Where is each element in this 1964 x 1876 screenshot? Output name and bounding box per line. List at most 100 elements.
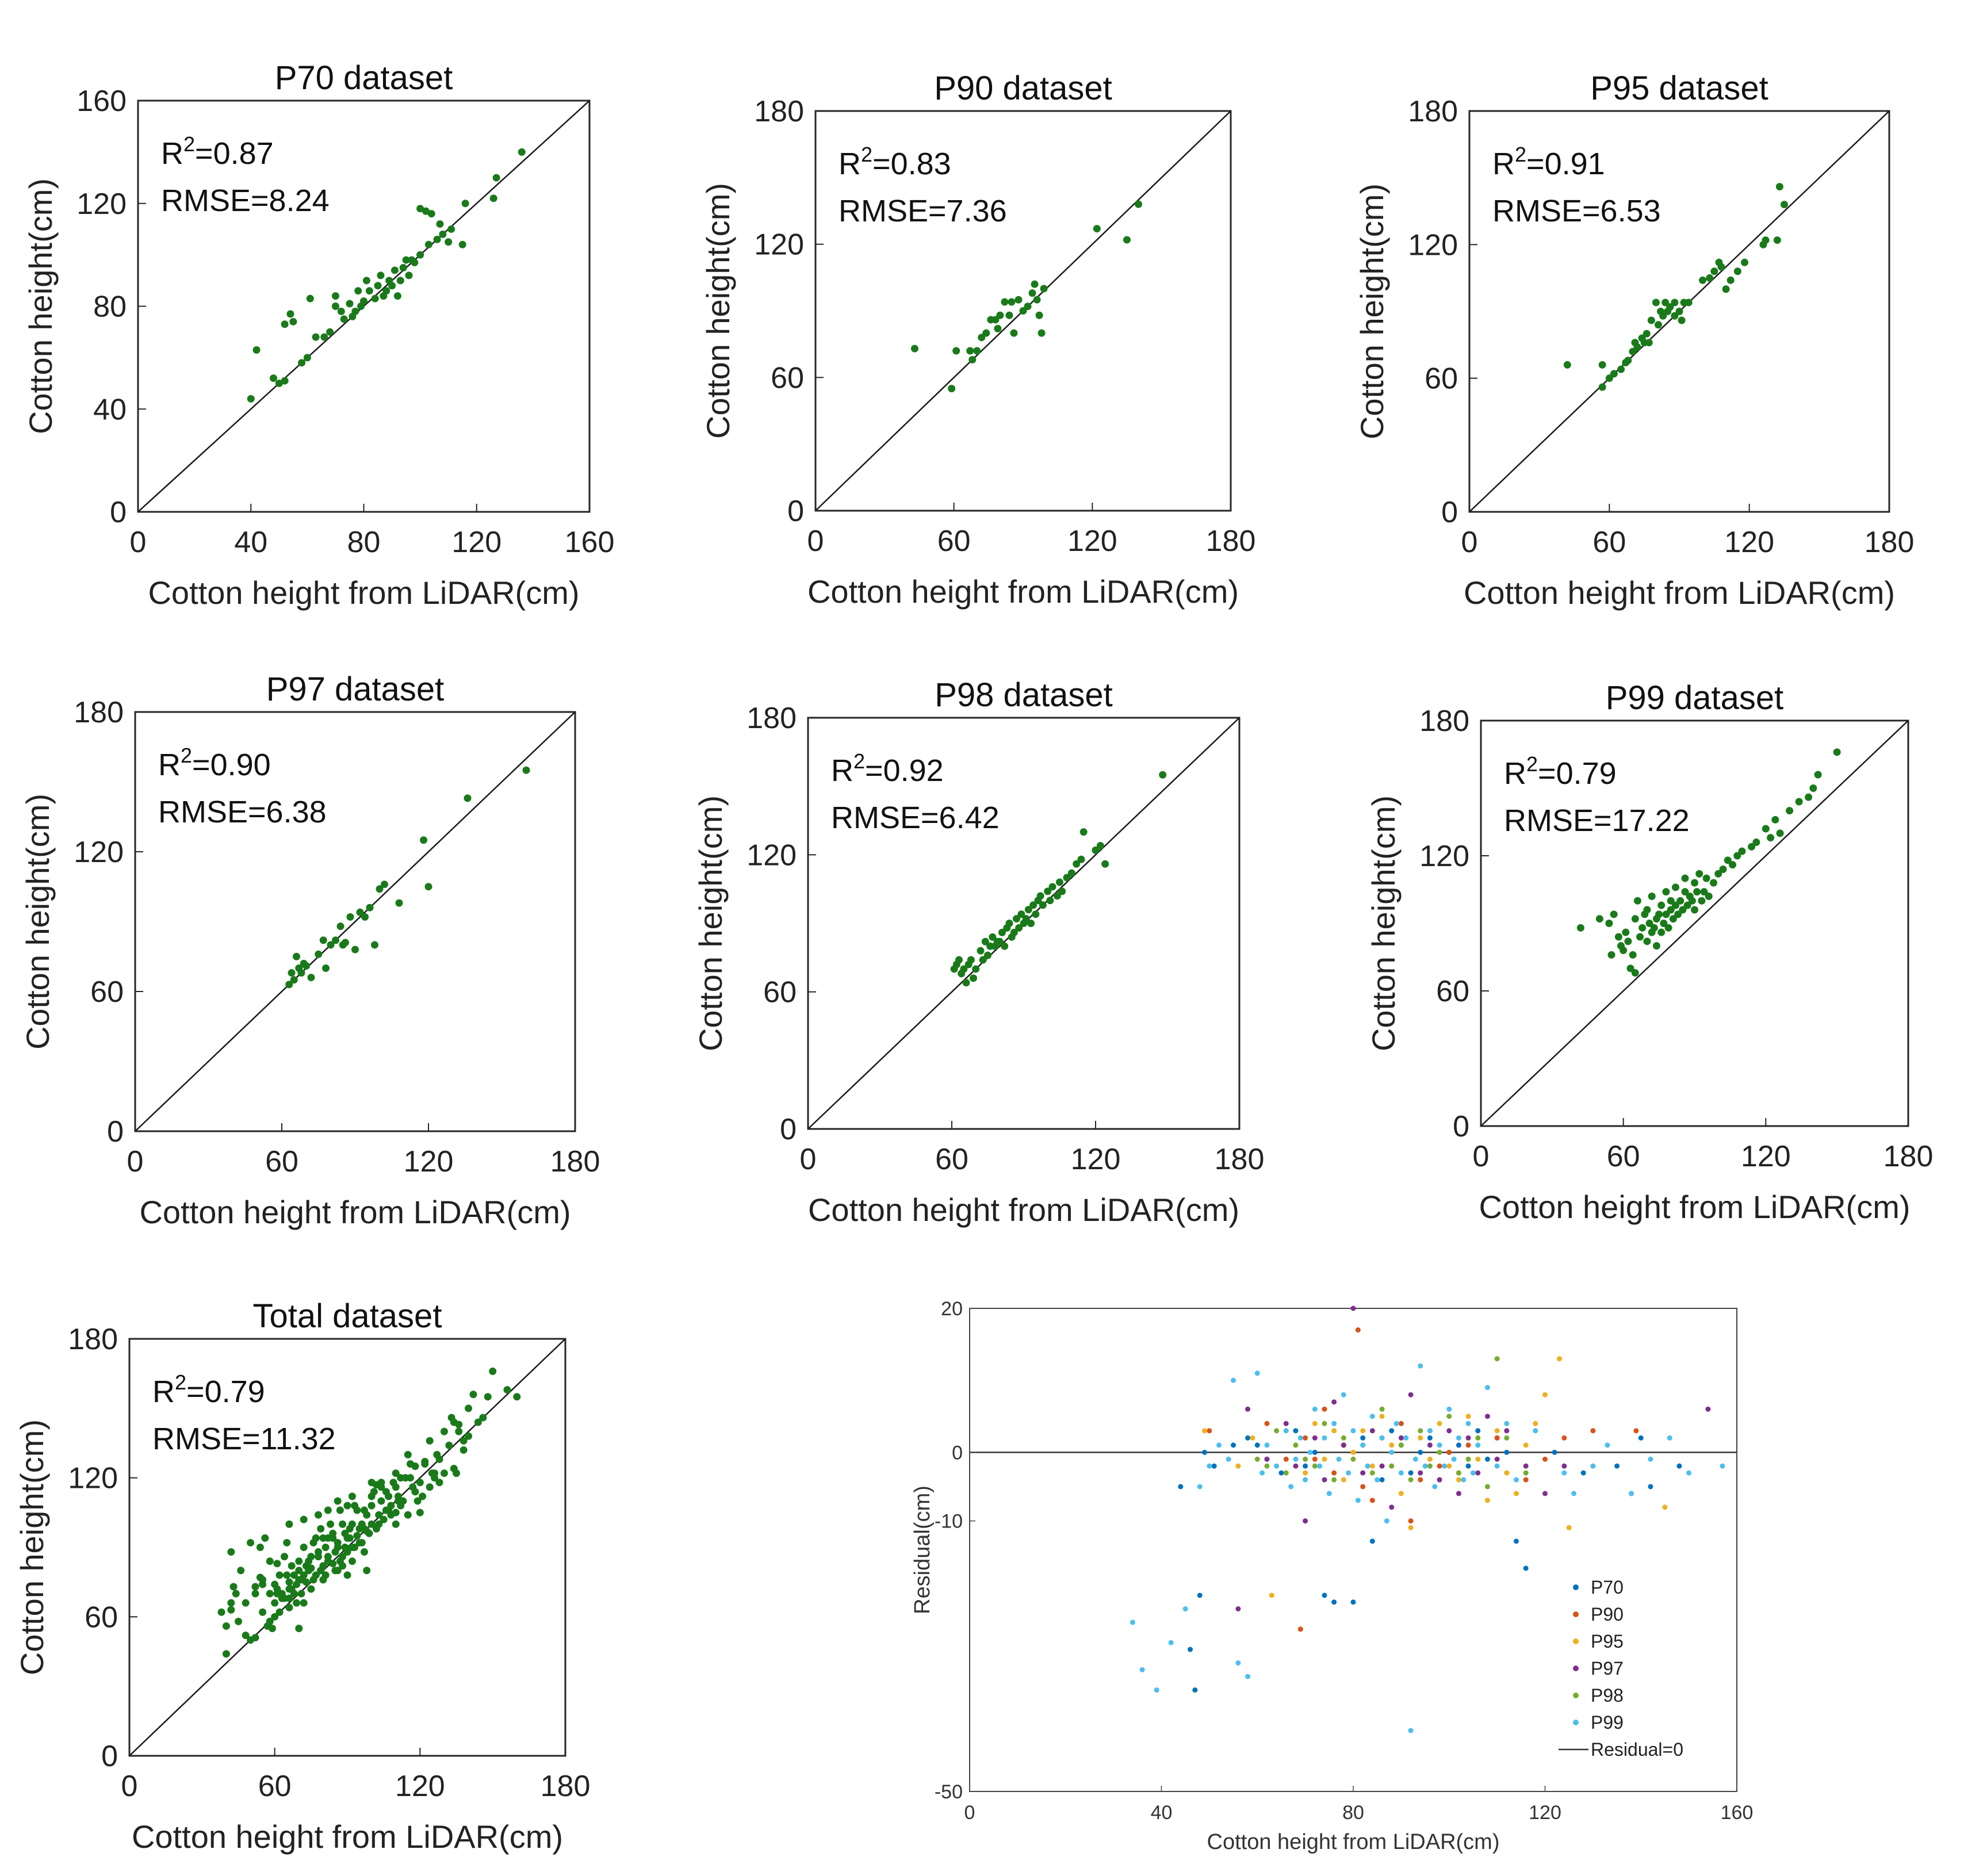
data-point [1771, 816, 1779, 824]
data-point [366, 903, 374, 912]
data-point [518, 148, 526, 156]
data-point [251, 1583, 259, 1591]
x-tick-label: 60 [1592, 526, 1626, 559]
data-point [300, 1515, 308, 1523]
data-point [1657, 901, 1666, 909]
data-point [1283, 1470, 1289, 1476]
data-point [1655, 910, 1663, 918]
data-point [1504, 1428, 1510, 1434]
data-point [1571, 1491, 1577, 1496]
data-point [1674, 910, 1682, 918]
data-point [1598, 383, 1606, 391]
data-point [960, 965, 968, 973]
data-point [1303, 1463, 1308, 1469]
data-point [1037, 329, 1046, 337]
data-point [1031, 280, 1039, 288]
data-point [1331, 1599, 1337, 1605]
data-point [1523, 1463, 1529, 1469]
data-point [271, 1580, 279, 1588]
data-point [1456, 1435, 1461, 1441]
rmse-annotation: RMSE=6.42 [831, 801, 1000, 835]
data-point [1660, 920, 1668, 927]
rmse-annotation: RMSE=11.32 [152, 1422, 336, 1456]
data-point [1015, 924, 1023, 932]
data-point [399, 263, 407, 271]
data-point [1475, 1435, 1481, 1441]
panel-7: 0 60 120 180 0 60 120 180 Total dataset Cotton he… [14, 1297, 590, 1855]
data-point [247, 1538, 255, 1546]
data-point [375, 1520, 383, 1528]
data-point [273, 1560, 281, 1568]
data-point [1024, 303, 1032, 311]
data-point [1341, 1442, 1346, 1448]
x-axis-label: Cotton height from LiDAR(cm) [132, 1818, 563, 1855]
x-tick-label: 0 [1473, 1140, 1490, 1173]
x-tick-label: 120 [1071, 1143, 1121, 1176]
data-point [1456, 1491, 1461, 1496]
data-point [1741, 258, 1749, 266]
y-axis-label: Cotton height(cm) [22, 178, 59, 434]
data-point [1645, 920, 1653, 927]
data-point [324, 1557, 332, 1565]
data-point [271, 1599, 279, 1607]
data-point [1379, 1477, 1385, 1483]
panel-1: 0 40 80 120 160 0 40 80 120 160 P70 dataset Cotton … [22, 59, 614, 611]
legend-marker [1573, 1666, 1579, 1671]
data-point [346, 1525, 354, 1533]
data-point [337, 307, 345, 315]
y-axis-label: Cotton height(cm) [1365, 795, 1402, 1051]
data-point [356, 908, 364, 916]
data-point [1691, 906, 1698, 914]
data-point [966, 347, 974, 355]
data-point [1312, 1456, 1318, 1462]
data-point [489, 194, 497, 202]
data-point [1293, 1463, 1299, 1469]
data-point [1010, 329, 1018, 337]
data-point [1331, 1421, 1337, 1426]
y-tick-label: 0 [1453, 1110, 1469, 1143]
data-point [242, 1599, 250, 1607]
data-point [298, 359, 306, 367]
x-tick-label: 180 [1883, 1140, 1934, 1173]
data-point [426, 1437, 434, 1445]
data-point [1312, 1435, 1318, 1441]
data-point [285, 981, 293, 989]
data-point [346, 913, 354, 921]
data-point [414, 1497, 422, 1505]
data-point [1398, 1491, 1404, 1496]
data-point [1312, 1449, 1318, 1455]
data-point [1446, 1449, 1452, 1455]
x-tick-label: 160 [1721, 1802, 1754, 1824]
data-point [275, 380, 283, 388]
data-point [1620, 947, 1628, 954]
data-point [1346, 1470, 1352, 1476]
data-point [1733, 852, 1741, 860]
data-point [1607, 951, 1615, 959]
y-tick-label: 0 [1441, 496, 1458, 529]
x-tick-label: 120 [451, 526, 501, 559]
data-point [1211, 1463, 1217, 1469]
data-point [1123, 236, 1131, 244]
plot-frame [1480, 719, 1909, 1127]
data-point [1312, 1463, 1318, 1469]
data-point [374, 282, 382, 290]
data-point [237, 1567, 245, 1575]
data-point [307, 1585, 315, 1593]
data-point [341, 1529, 349, 1537]
data-point [270, 374, 277, 382]
data-point [1331, 1399, 1337, 1405]
data-point [1389, 1449, 1395, 1455]
data-point [1523, 1470, 1529, 1476]
data-point [297, 969, 305, 977]
data-point [388, 282, 396, 290]
data-point [307, 974, 315, 982]
data-point [1250, 1435, 1255, 1441]
data-point [1418, 1477, 1423, 1483]
data-point [1437, 1442, 1442, 1448]
data-point [409, 1483, 417, 1491]
data-point [393, 292, 401, 300]
data-point [1726, 276, 1735, 284]
data-point [1626, 964, 1634, 973]
data-point [275, 1608, 284, 1616]
